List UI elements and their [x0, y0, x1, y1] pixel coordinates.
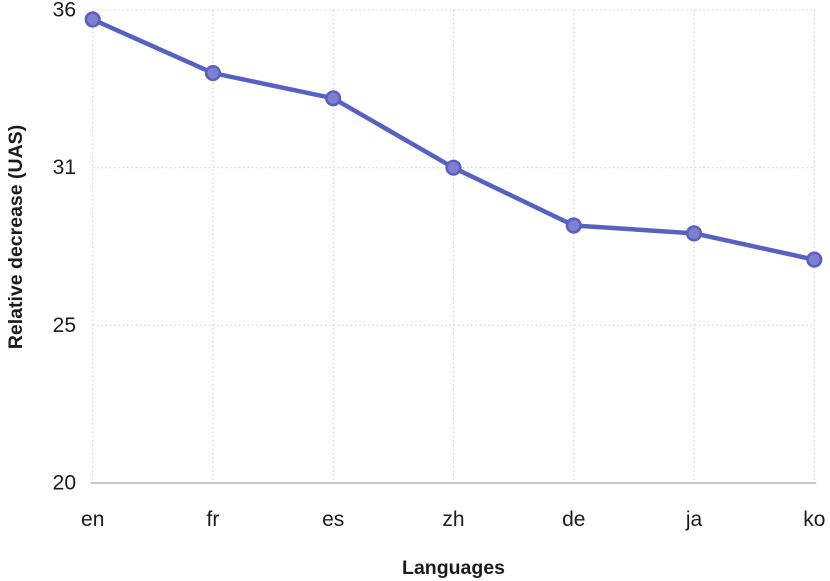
data-point-ko	[806, 251, 823, 268]
x-tick-label-en: en	[81, 508, 104, 531]
data-point-en	[84, 11, 101, 28]
data-series	[84, 11, 823, 268]
data-point-fr	[204, 64, 222, 82]
y-tick-label: 36	[53, 0, 76, 22]
x-tick-label-zh: zh	[442, 508, 464, 531]
y-tick-label: 20	[53, 472, 76, 495]
data-point-ja	[685, 225, 703, 242]
y-tick-label: 31	[53, 156, 76, 179]
x-tick-label-de: de	[562, 508, 585, 531]
gridlines	[92, 9, 815, 483]
y-tick-label: 25	[53, 314, 76, 337]
y-axis-title: Relative decrease (UAS)	[5, 125, 27, 349]
data-point-zh	[445, 159, 462, 176]
data-point-es	[325, 90, 342, 107]
x-tick-label-es: es	[322, 508, 344, 531]
x-axis-title: Languages	[402, 557, 505, 579]
x-tick-label-ja: ja	[685, 508, 703, 531]
x-tick-label-ko: ko	[803, 508, 825, 531]
x-tick-label-fr: fr	[207, 508, 220, 531]
data-point-de	[565, 217, 582, 234]
